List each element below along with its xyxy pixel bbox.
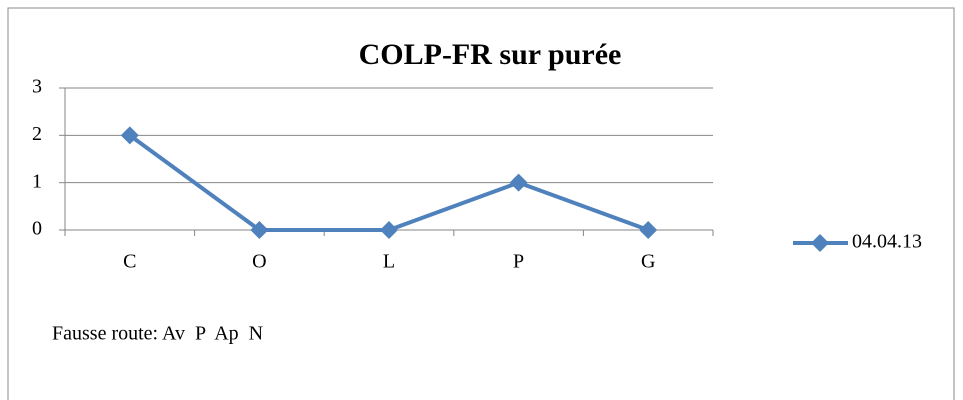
point-marker	[639, 221, 658, 239]
point-marker	[380, 221, 398, 239]
x-tick-label: G	[641, 251, 655, 273]
x-tick-label: O	[252, 251, 266, 273]
point-marker	[509, 173, 528, 192]
point-marker	[120, 126, 139, 145]
legend-label: 04.04.13	[852, 231, 922, 253]
x-tick-label: C	[123, 251, 136, 273]
annotation: Fausse route: Av P Ap	[52, 323, 239, 345]
x-tick-label: L	[383, 251, 395, 273]
chart-frame	[7, 7, 955, 400]
point-marker	[250, 221, 269, 239]
legend-marker	[811, 234, 829, 252]
y-tick-label: 0	[32, 218, 42, 240]
annotation-highlight: N	[249, 323, 263, 345]
x-tick-label: P	[513, 251, 524, 273]
y-tick-label: 3	[32, 76, 42, 98]
chart-title: COLP-FR sur purée	[359, 38, 622, 71]
y-tick-label: 2	[32, 123, 42, 145]
y-tick-label: 1	[32, 170, 42, 192]
